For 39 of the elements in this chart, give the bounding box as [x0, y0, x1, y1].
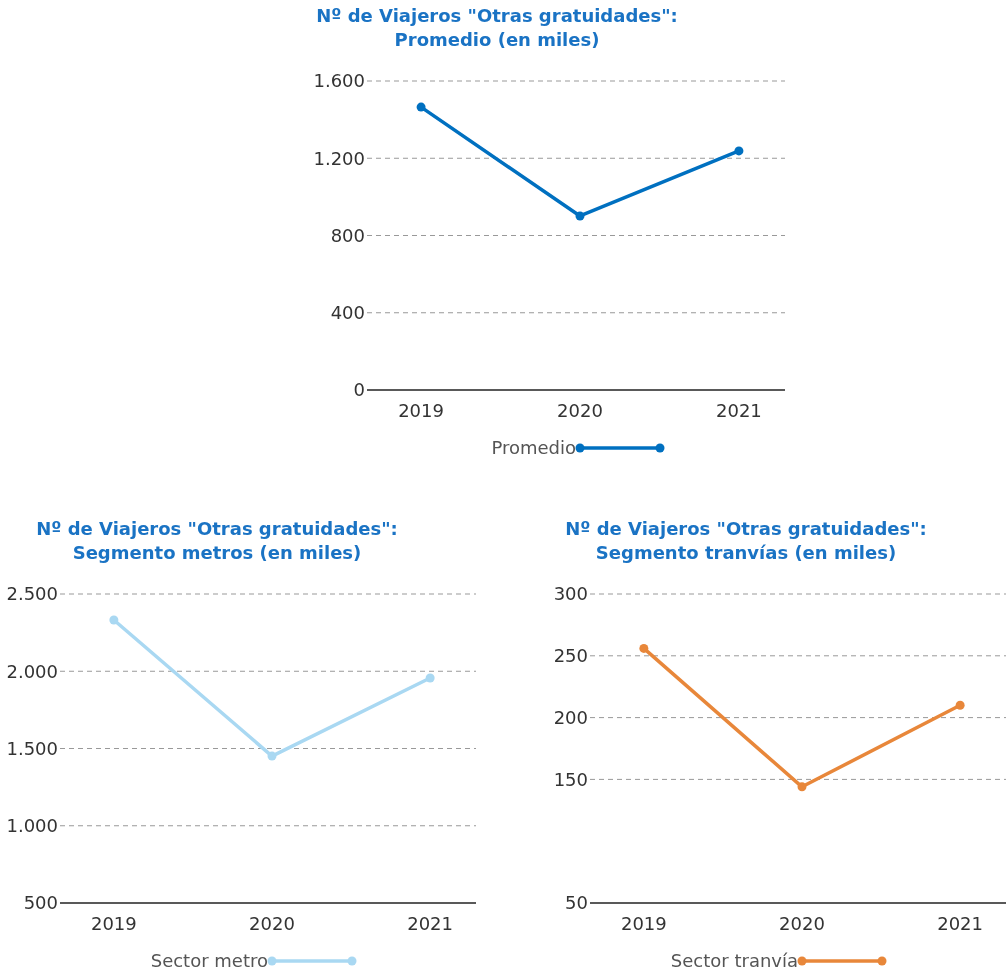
y-tick-label: 1.600: [313, 70, 365, 92]
x-tick-label: 2020: [779, 913, 825, 934]
x-tick-label: 2019: [90, 913, 137, 934]
point: [425, 673, 435, 683]
y-tick-label: 1.000: [6, 815, 58, 837]
y-tick-label: 800: [330, 224, 365, 246]
y-tick-label: 50: [565, 892, 588, 914]
x-tick-label: 2019: [620, 913, 667, 934]
x-tick-label: 2021: [407, 913, 454, 934]
chart-title: Nº de Viajeros "Otras gratuidades": Segmento metros (en miles): [36, 518, 398, 563]
legend-label: Sector metro: [150, 950, 268, 972]
x-tick-label: 2021: [716, 400, 762, 421]
x-tick-label: 2020: [249, 913, 295, 934]
chart-title: Nº de Viajeros "Otras gratuidades": Segmento tranvías (en miles): [565, 518, 927, 563]
y-tick-label: 500: [23, 892, 58, 914]
y-tick-label: 200: [553, 706, 588, 728]
point: [955, 700, 965, 710]
point: [109, 615, 119, 625]
y-tick-label: 2.000: [6, 660, 58, 682]
legend-label: Sector tranvía: [670, 950, 798, 972]
y-tick-label: 250: [553, 645, 588, 667]
x-tick-label: 2020: [557, 400, 603, 421]
point: [639, 643, 649, 653]
point: [575, 211, 585, 221]
point: [267, 751, 277, 761]
chart-title: Nº de Viajeros "Otras gratuidades": Promedio (en miles): [316, 5, 678, 50]
point: [797, 782, 807, 792]
x-tick-label: 2021: [937, 913, 984, 934]
y-tick-label: 400: [330, 302, 365, 324]
x-tick-label: 2019: [398, 400, 444, 421]
y-tick-label: 300: [553, 583, 588, 605]
y-tick-label: 150: [553, 768, 588, 790]
y-tick-label: 0: [353, 379, 365, 401]
y-tick-label: 2.500: [6, 583, 58, 605]
point: [416, 102, 426, 112]
point: [734, 146, 744, 156]
y-tick-label: 1.200: [313, 147, 365, 169]
legend-label: Promedio: [491, 437, 576, 459]
y-tick-label: 1.500: [6, 737, 58, 759]
